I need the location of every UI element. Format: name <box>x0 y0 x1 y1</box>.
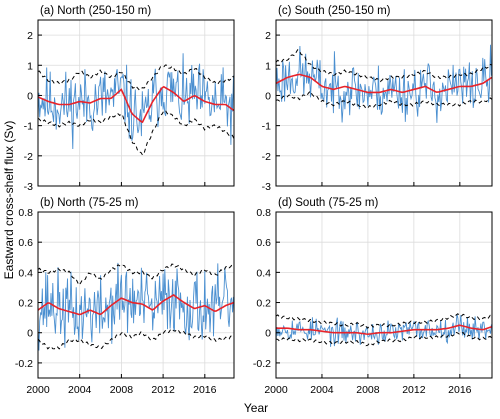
y-tick-label: 0.4 <box>256 267 271 279</box>
panel-title: (c) South (250-150 m) <box>278 5 391 17</box>
envelope-line <box>276 313 492 329</box>
y-tick-label: 1 <box>27 60 33 72</box>
y-tick-label: 0 <box>27 328 33 340</box>
x-tick-label: 2008 <box>110 384 134 396</box>
y-tick-label: -3 <box>24 181 33 193</box>
y-tick-label: 0.4 <box>18 267 33 279</box>
panel-3: 2000 2004 2008 2012 2016 -0.2 0 0.2 0.4 0.6 0.8 (d)… <box>253 197 493 396</box>
y-tick-label: 0.8 <box>18 207 33 219</box>
plot-frame <box>37 19 235 187</box>
y-tick-label: 1 <box>265 60 271 72</box>
envelope-line <box>38 328 234 350</box>
x-tick-label: 2000 <box>264 384 288 396</box>
y-tick-label: -3 <box>262 181 271 193</box>
plot-frame <box>37 211 235 379</box>
panel-title: (b) North (75-25 m) <box>40 197 139 209</box>
plot-frame <box>275 19 493 187</box>
y-tick-label: 0.2 <box>256 298 271 310</box>
x-tick-label: 2008 <box>356 384 380 396</box>
running-mean-line <box>276 324 492 336</box>
x-tick-label: 2004 <box>68 384 92 396</box>
panel-2: 2000 2004 2008 2012 2016 -0.2 0 0.2 0.4 0.6 0.8 (b)… <box>15 197 235 396</box>
plot-frame <box>275 211 493 379</box>
y-tick-label: 0.2 <box>18 298 33 310</box>
x-tick-label: 2016 <box>193 384 217 396</box>
y-tick-label: -2 <box>24 151 33 163</box>
running-mean-line <box>38 294 234 316</box>
running-mean-line <box>38 85 234 124</box>
envelope-line <box>38 263 234 286</box>
envelope-line <box>276 49 492 83</box>
monthly-flux-line <box>38 262 234 351</box>
monthly-flux-line <box>276 44 492 123</box>
x-tick-label: 2012 <box>151 384 175 396</box>
y-tick-label: 0 <box>265 328 271 340</box>
running-mean-line <box>276 73 492 94</box>
panel-0: -3 -2 -1 0 1 2 (a) North (250-150 m) <box>24 5 235 193</box>
y-tick-label: 0.8 <box>256 207 271 219</box>
y-tick-label: 0 <box>265 90 271 102</box>
y-tick-label: 2 <box>265 30 271 42</box>
panel-1: -3 -2 -1 0 1 2 (c) South (250-150 m) <box>262 5 493 193</box>
y-tick-label: -1 <box>24 121 33 133</box>
x-tick-label: 2012 <box>402 384 426 396</box>
envelope-line <box>276 331 492 347</box>
panel-title: (d) South (75-25 m) <box>278 197 379 209</box>
y-tick-label: -0.2 <box>15 358 33 370</box>
chart-panels: -3 -2 -1 0 1 2 (a) North (250-150 m) -3 -2 -1 0 1 2 (… <box>15 5 493 396</box>
x-tick-label: 2000 <box>26 384 50 396</box>
x-tick-label: 2004 <box>310 384 334 396</box>
y-tick-label: 0.6 <box>256 237 271 249</box>
y-tick-label: 0.6 <box>18 237 33 249</box>
panel-title: (a) North (250-150 m) <box>40 5 151 17</box>
envelope-line <box>276 90 492 109</box>
y-axis-label: Eastward cross-shelf flux (Sv) <box>2 121 16 280</box>
envelope-line <box>38 109 234 156</box>
x-axis-label: Year <box>244 401 268 415</box>
y-tick-label: 2 <box>27 30 33 42</box>
monthly-flux-line <box>276 314 492 347</box>
y-tick-label: -1 <box>262 121 271 133</box>
x-tick-label: 2016 <box>448 384 472 396</box>
y-tick-label: -0.2 <box>253 358 271 370</box>
y-tick-label: -2 <box>262 151 271 163</box>
y-tick-label: 0 <box>27 90 33 102</box>
